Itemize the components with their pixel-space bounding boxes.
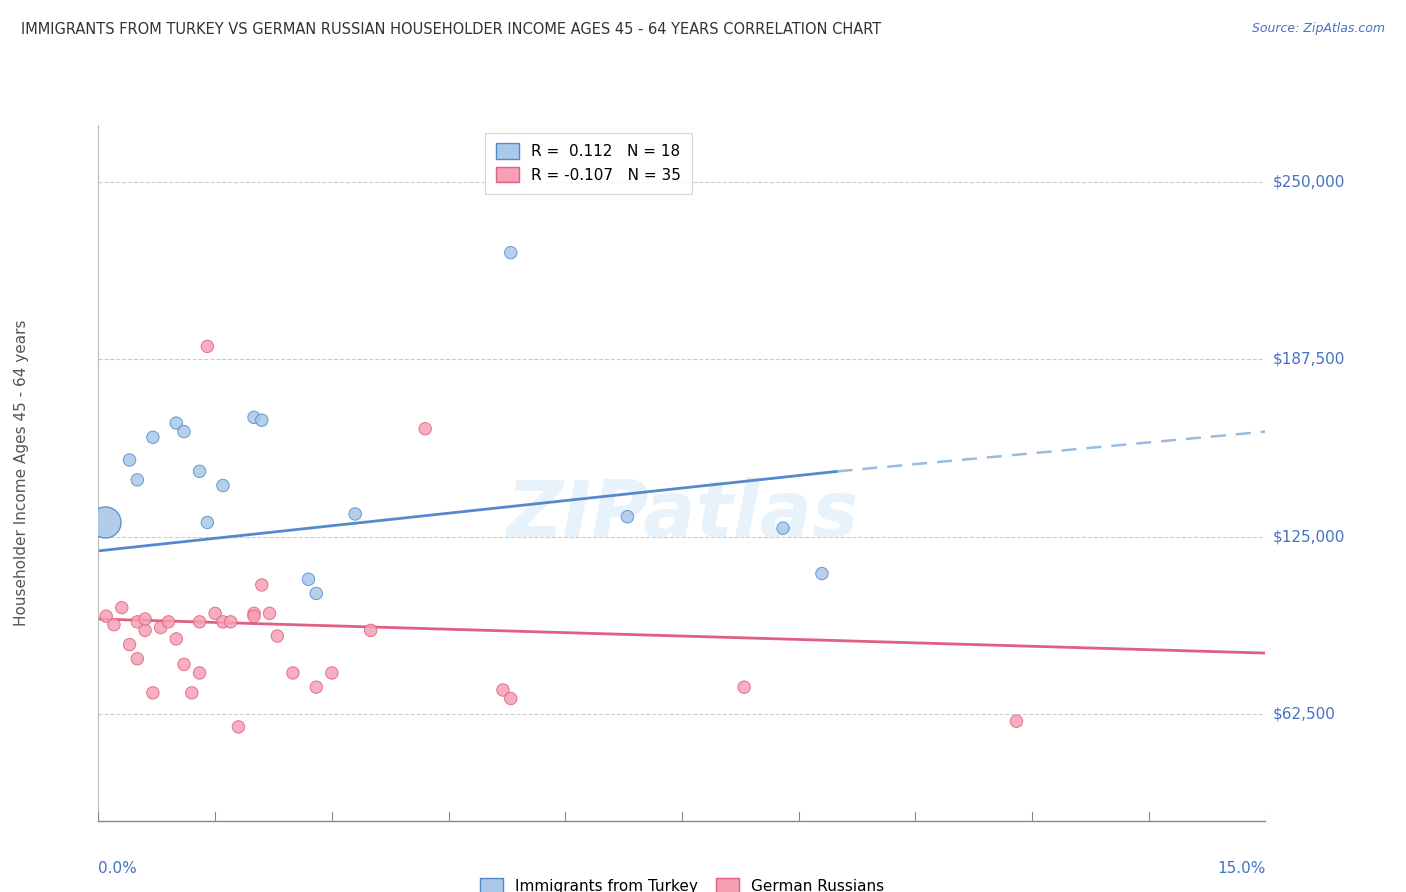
Point [127, 652, 149, 666]
Point [142, 686, 165, 700]
Point [266, 629, 288, 643]
Point [297, 572, 319, 586]
Point [165, 632, 187, 646]
Point [811, 566, 834, 581]
Point [413, 422, 436, 436]
Point [499, 245, 522, 260]
Point [243, 410, 266, 425]
Legend: Immigrants from Turkey, German Russians: Immigrants from Turkey, German Russians [471, 869, 893, 892]
Point [305, 586, 328, 600]
Point [111, 600, 134, 615]
Point [103, 617, 125, 632]
Text: 0.0%: 0.0% [98, 861, 138, 876]
Point [195, 339, 218, 353]
Point [250, 578, 273, 592]
Point [305, 680, 328, 694]
Text: Source: ZipAtlas.com: Source: ZipAtlas.com [1251, 22, 1385, 36]
Text: $250,000: $250,000 [1272, 174, 1344, 189]
Point [228, 720, 250, 734]
Point [180, 686, 202, 700]
Point [157, 615, 180, 629]
Point [344, 507, 367, 521]
Point [127, 473, 149, 487]
Text: $125,000: $125,000 [1272, 529, 1344, 544]
Point [243, 609, 266, 624]
Point [616, 509, 638, 524]
Point [219, 615, 242, 629]
Point [134, 624, 156, 638]
Point [173, 425, 195, 439]
Point [492, 683, 515, 698]
Text: Householder Income Ages 45 - 64 years: Householder Income Ages 45 - 64 years [14, 319, 28, 626]
Text: $62,500: $62,500 [1272, 706, 1336, 722]
Point [96, 609, 118, 624]
Point [93, 516, 115, 530]
Point [212, 478, 235, 492]
Point [188, 464, 211, 478]
Point [118, 453, 141, 467]
Text: $187,500: $187,500 [1272, 351, 1344, 367]
Point [212, 615, 235, 629]
Point [127, 615, 149, 629]
Text: IMMIGRANTS FROM TURKEY VS GERMAN RUSSIAN HOUSEHOLDER INCOME AGES 45 - 64 YEARS C: IMMIGRANTS FROM TURKEY VS GERMAN RUSSIAN… [21, 22, 882, 37]
Point [281, 665, 304, 680]
Point [149, 621, 172, 635]
Point [204, 607, 226, 621]
Point [188, 665, 211, 680]
Point [321, 665, 343, 680]
Point [360, 624, 382, 638]
Point [173, 657, 195, 672]
Text: ZIPatlas: ZIPatlas [506, 476, 858, 552]
Point [250, 413, 273, 427]
Point [772, 521, 794, 535]
Point [134, 612, 156, 626]
Point [499, 691, 522, 706]
Point [1005, 714, 1028, 729]
Point [259, 607, 281, 621]
Point [188, 615, 211, 629]
Point [195, 516, 218, 530]
Point [243, 607, 266, 621]
Point [142, 430, 165, 444]
Text: 15.0%: 15.0% [1218, 861, 1265, 876]
Point [118, 638, 141, 652]
Point [165, 416, 187, 430]
Point [733, 680, 755, 694]
